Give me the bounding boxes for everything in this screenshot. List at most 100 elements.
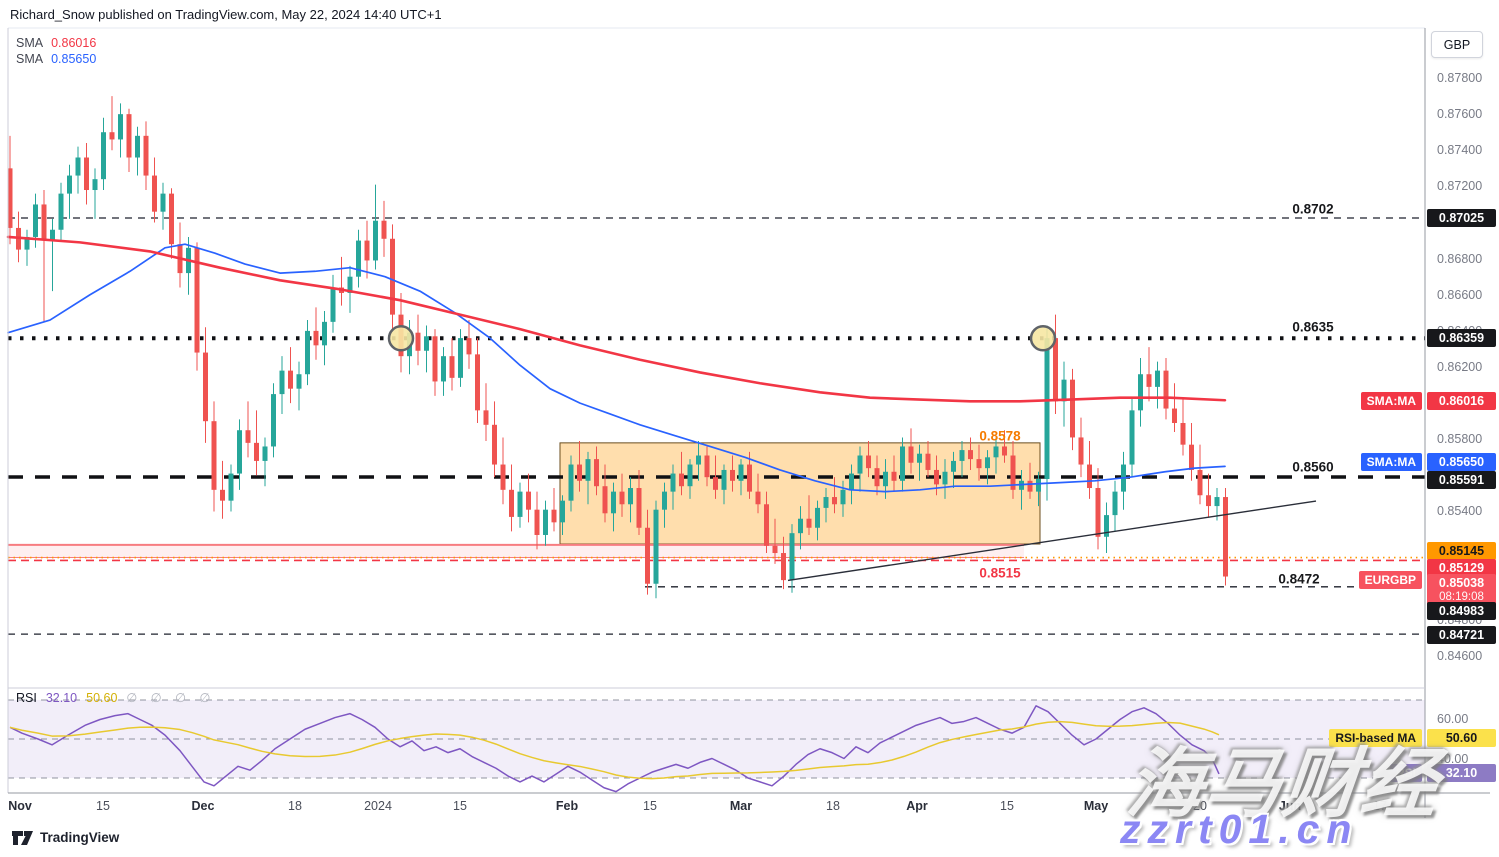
candle-body [126,114,132,158]
candle-body [1155,370,1160,387]
candle-body [483,410,489,425]
candle-body [1078,437,1084,465]
rsi-ma-line [9,720,1220,780]
time-tick-label: 15 [96,799,110,813]
candle-body [755,491,761,505]
price-label-badge: 0.85038 08:19:08 [1427,574,1496,606]
candle-body [50,229,55,241]
candle-body [747,464,752,492]
candle-body [305,330,310,375]
time-tick-label: 2024 [364,799,392,813]
candle-body [857,455,863,474]
time-tick-label: 15 [1000,799,1014,813]
candle-body [526,491,531,510]
level-annotation-text: 0.8578 [979,428,1021,444]
price-tick: 0.85800 [1437,432,1483,447]
candle-body [1061,379,1067,402]
series-name-badge: EURGBP [1358,571,1422,589]
candle-body [101,132,106,180]
price-tick: 0.86200 [1437,360,1483,374]
candle-body [611,491,616,514]
rsi-ma-value: 50.60 [86,691,118,705]
time-tick-label: 17 [1373,799,1387,813]
price-tick: 0.87600 [1437,107,1483,122]
candle-body [585,459,591,481]
candle-body [815,507,820,528]
candle-body [662,491,667,510]
price-label-badge: 0.86016 [1427,392,1496,410]
level-annotation-text: 0.8472 [1278,571,1320,587]
candle-body [1027,480,1033,492]
series-name-badge: RSI [1389,764,1422,782]
rsi-legend-row[interactable]: RSI 32.10 50.60 ∅ ∅ ∅ ∅ [16,690,224,705]
brand-name: TradingView [40,830,120,845]
support-band-zone [8,544,1024,558]
candle-body [985,457,990,469]
candle-body [628,488,633,505]
sma-slow-value: 0.85650 [51,52,97,66]
rsi-tick: 60.00 [1437,712,1469,726]
candle-body [551,509,557,523]
price-tick: 0.87400 [1437,143,1483,158]
candle-body [687,464,693,487]
candle-body [458,338,463,378]
time-tick-label: 20 [1193,799,1207,813]
candle-body [534,509,540,535]
candle-body [1214,497,1220,507]
sma-slow-line [7,243,1226,493]
currency-toggle-button[interactable]: GBP [1431,31,1483,58]
candle-body [1180,422,1186,445]
candle-body [194,247,200,353]
candle-body [1146,374,1152,387]
time-tick-label: Dec [191,799,215,813]
candle-body [109,132,115,140]
candle-body [1002,446,1007,456]
candle-body [245,430,251,443]
candle-body [364,240,370,261]
candle-body [602,486,608,514]
rsi-label: RSI [16,691,37,705]
time-tick-label: 15 [453,799,467,813]
candle-body [866,455,871,469]
candle-body [908,446,914,463]
time-tick-label: Feb [555,799,579,813]
candle-body [679,473,684,487]
candle-body [1112,491,1118,516]
countdown-timer: 08:19:08 [1439,591,1484,603]
candle-body [220,489,225,501]
candle-body [738,464,744,481]
series-name-badge: SMA:MA [1360,392,1422,410]
candle-body [900,446,905,481]
sma-slow-legend-row[interactable]: SMA 0.85650 [16,51,96,67]
candle-body [696,455,701,465]
candle-body [228,473,234,501]
candle-body [381,220,387,239]
candle-body [653,509,659,584]
candle-body [118,114,123,140]
candle-body [466,338,472,355]
candle-body [7,168,13,228]
candle-body [772,545,778,554]
candle-body [1070,379,1075,438]
candle-body [976,459,982,469]
sma-fast-legend-row[interactable]: SMA 0.86016 [16,35,96,51]
candle-body [798,518,803,534]
candle-body [721,469,727,490]
candle-body [424,336,429,351]
rsi-hidden-values: ∅ ∅ ∅ ∅ [126,691,216,705]
candle-body [951,460,956,472]
candle-body [1053,338,1058,402]
candle-body [1163,370,1169,409]
level-annotation-text: 0.8560 [1292,459,1334,475]
candle-body [390,238,395,315]
candle-body [373,220,378,261]
candle-body [925,453,931,470]
candle-body [713,477,718,490]
candle-body [330,287,336,322]
candle-body [1036,478,1041,492]
price-tick: 0.84600 [1437,648,1483,663]
candle-body [594,459,599,487]
candle-body [917,453,922,463]
candle-body [203,352,208,422]
candle-body [1206,495,1211,507]
